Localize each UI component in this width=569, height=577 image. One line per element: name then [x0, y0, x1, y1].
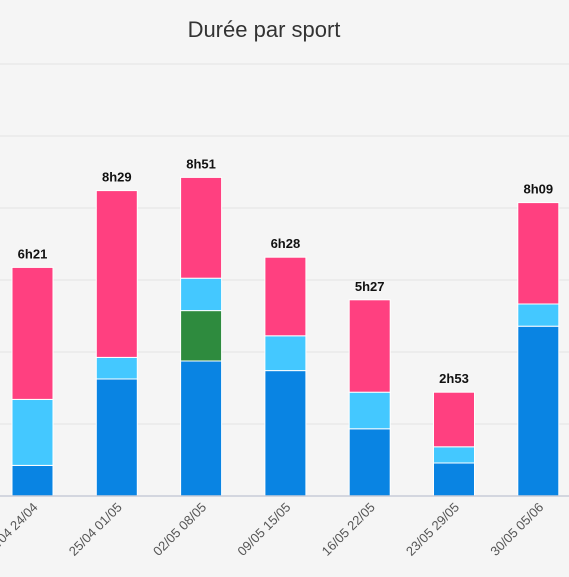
total-label: 2h53	[439, 371, 469, 386]
bar-segment	[433, 446, 475, 464]
bar-segment	[180, 360, 223, 497]
x-tick-label: 09/05 15/05	[234, 500, 293, 559]
bar-segment	[180, 176, 223, 279]
bar-segment	[180, 310, 223, 362]
total-label: 6h21	[18, 246, 48, 261]
bar-segment	[517, 303, 560, 327]
x-tick-label: 30/05 05/06	[487, 500, 546, 559]
chart-title: Durée par sport	[188, 17, 341, 42]
x-tick-label: 16/05 22/05	[319, 500, 378, 559]
x-tick-label: 25/04 01/05	[66, 500, 125, 559]
bar-segment	[348, 391, 391, 430]
bar-segment	[95, 356, 138, 380]
bar-segment	[348, 299, 391, 393]
total-label: 8h09	[523, 182, 553, 197]
bar-segment	[11, 464, 54, 497]
bar-segment	[11, 398, 54, 466]
bars	[11, 176, 560, 497]
total-label: 8h51	[186, 156, 216, 171]
bar-segment	[517, 202, 560, 305]
total-label: 6h28	[271, 236, 301, 251]
bar-segment	[264, 256, 307, 337]
bar-segment	[433, 391, 475, 448]
x-tick-labels: 18/04 24/04 25/04 01/05 02/05 08/05 09/05 1…	[0, 500, 546, 559]
data-labels: 6h21 8h29 8h51 6h28 5h27 2h53 8h09	[18, 156, 553, 386]
bar-segment	[180, 277, 223, 312]
total-label: 5h27	[355, 279, 385, 294]
x-tick-label: 02/05 08/05	[150, 500, 209, 559]
bar-segment	[264, 335, 307, 372]
x-tick-label: 18/04 24/04	[0, 500, 41, 559]
bar-segment	[433, 462, 475, 497]
bar-segment	[348, 428, 391, 497]
bar-segment	[517, 325, 560, 497]
bar-segment	[95, 190, 138, 358]
bar-segment	[264, 370, 307, 497]
x-tick-label: 23/05 29/05	[403, 500, 462, 559]
bar-segment	[11, 266, 54, 400]
total-label: 8h29	[102, 170, 132, 185]
bar-segment	[95, 378, 138, 497]
